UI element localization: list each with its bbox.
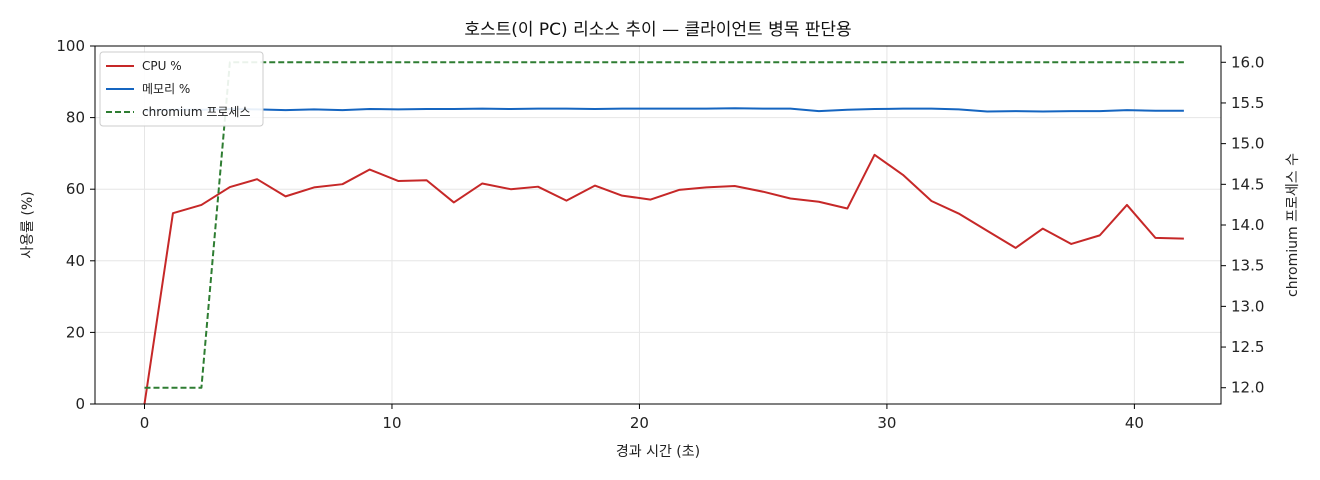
y-tick-label-1: 20 <box>66 323 85 341</box>
grid <box>95 45 1221 405</box>
y2-tick-label-6: 15.0 <box>1231 135 1264 153</box>
x-tick-label-4: 40 <box>1125 414 1144 432</box>
y2-tick-label-0: 12.0 <box>1231 379 1264 397</box>
y-tick-label-0: 0 <box>75 395 85 413</box>
y-tick-label-3: 60 <box>66 180 85 198</box>
y-axis-left: 0 20 40 60 80 100 <box>56 37 95 413</box>
series-line-memory <box>144 107 1184 113</box>
y-tick-label-4: 80 <box>66 109 85 127</box>
y-axis-label: 사용률 (%) <box>20 191 36 258</box>
y2-tick-label-7: 15.5 <box>1231 94 1264 112</box>
y2-tick-label-5: 14.5 <box>1231 175 1264 193</box>
y2-axis-label: chromium 프로세스 수 <box>1285 153 1301 297</box>
x-tick-label-0: 0 <box>140 414 150 432</box>
x-axis-label: 경과 시간 (초) <box>616 444 700 460</box>
series-line-chromium <box>144 61 1184 389</box>
x-axis: 0 10 20 30 40 <box>140 404 1144 432</box>
legend-label-chromium: chromium 프로세스 <box>142 105 251 119</box>
plot-frame <box>94 45 1222 405</box>
series-layer <box>143 61 1184 405</box>
y-tick-label-5: 100 <box>56 37 85 55</box>
x-tick-label-1: 10 <box>382 414 401 432</box>
legend-label-cpu: CPU % <box>142 59 182 73</box>
y-tick-label-2: 40 <box>66 252 85 270</box>
x-tick-label-3: 30 <box>877 414 896 432</box>
legend-label-memory: 메모리 % <box>142 82 190 96</box>
legend: CPU % 메모리 % chromium 프로세스 <box>99 51 264 127</box>
series-line-cpu <box>143 153 1184 405</box>
legend-box <box>99 51 264 127</box>
y2-tick-label-4: 14.0 <box>1231 216 1264 234</box>
y2-tick-label-8: 16.0 <box>1231 53 1264 71</box>
y2-tick-label-3: 13.5 <box>1231 257 1264 275</box>
x-tick-label-2: 20 <box>630 414 649 432</box>
y-axis-right: 12.0 12.5 13.0 13.5 14.0 14.5 15.0 15.5 16.0 <box>1221 53 1264 397</box>
y2-tick-label-1: 12.5 <box>1231 338 1264 356</box>
chart-title: 호스트(이 PC) 리소스 추이 — 클라이언트 병목 판단용 <box>464 20 851 40</box>
y2-tick-label-2: 13.0 <box>1231 297 1264 315</box>
